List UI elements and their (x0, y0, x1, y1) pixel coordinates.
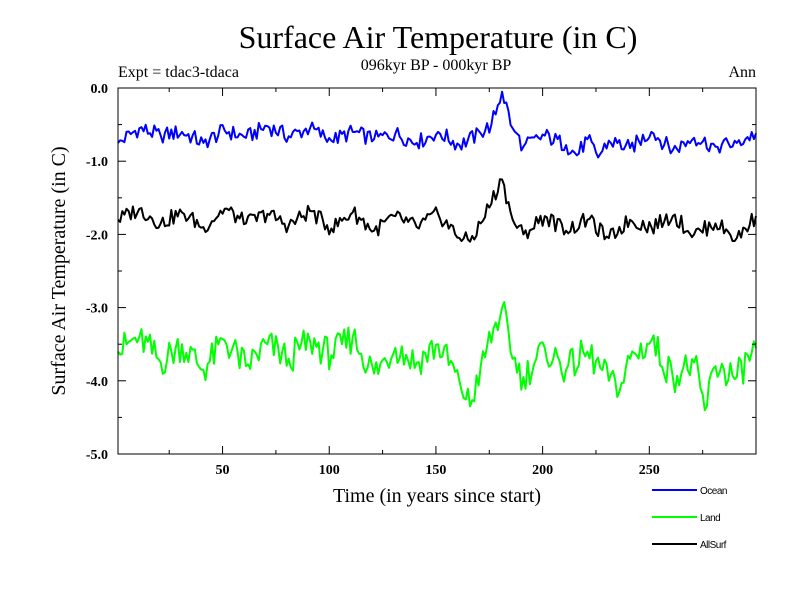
x-axis-label: Time (in years since start) (333, 485, 541, 507)
experiment-label: Expt = tdac3-tdaca (118, 64, 239, 81)
legend-label-ocean: Ocean (700, 486, 727, 497)
series-line-allsurf (117, 178, 757, 243)
series-line-land (117, 301, 757, 412)
series-line-ocean (117, 90, 757, 159)
x-axis: 50 100 150 200 250 (168, 88, 704, 478)
chart-title: Surface Air Temperature (in C) (239, 19, 638, 55)
legend-label-land: Land (700, 513, 720, 524)
x-tick-label: 150 (425, 463, 446, 478)
y-tick-label: -3.0 (86, 302, 108, 317)
y-axis: 0.0 -1.0 -2.0 -3.0 -4.0 -5.0 (86, 82, 756, 463)
period-label: 096kyr BP - 000kyr BP (361, 57, 512, 74)
y-axis-label: Surface Air Temperature (in C) (48, 146, 70, 395)
y-tick-label: -4.0 (86, 375, 108, 390)
x-tick-label: 100 (319, 463, 340, 478)
legend-label-allsurf: AllSurf (700, 540, 727, 551)
legend: Ocean Land AllSurf (652, 486, 727, 551)
y-tick-label: 0.0 (91, 82, 109, 97)
x-tick-label: 250 (639, 463, 660, 478)
plot-area: 0.0 -1.0 -2.0 -3.0 -4.0 -5.0 50 100 150 200 250 (86, 82, 757, 478)
y-tick-label: -5.0 (86, 448, 108, 463)
season-label: Ann (728, 64, 756, 81)
x-tick-label: 200 (532, 463, 553, 478)
x-tick-label: 50 (216, 463, 230, 478)
y-tick-label: -1.0 (86, 155, 108, 170)
y-tick-label: -2.0 (86, 228, 108, 243)
series-group (117, 90, 757, 412)
